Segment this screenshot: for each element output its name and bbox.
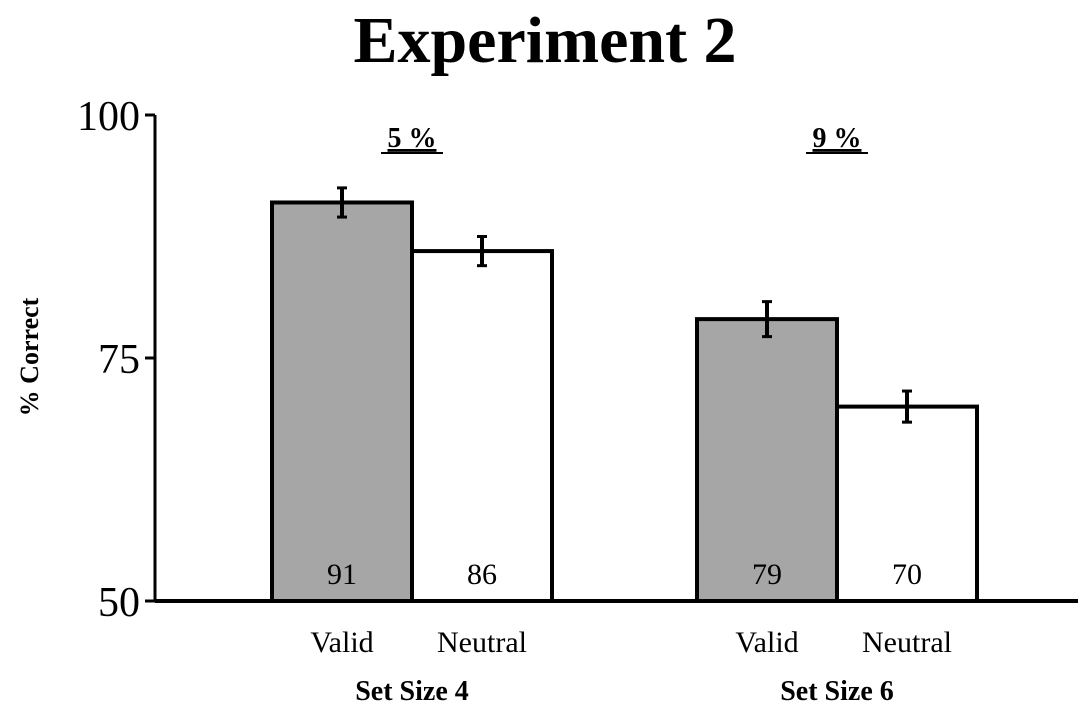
bar <box>835 404 979 603</box>
bar <box>270 200 414 603</box>
difference-label: 9 % <box>813 123 862 154</box>
bar <box>695 317 839 603</box>
labels: 50 75 100 91 Valid 86 Neutral Set Size 4 5 % 79 Va… <box>77 94 952 707</box>
chart-title: Experiment 2 <box>353 4 736 77</box>
x-category-label: Valid <box>735 626 798 659</box>
x-group-label: Set Size 6 <box>780 676 894 707</box>
data-label: 86 <box>467 558 497 591</box>
y-axis-label: % Correct <box>15 297 44 416</box>
x-category-label: Neutral <box>862 626 952 659</box>
y-tick-label: 50 <box>98 580 140 626</box>
y-tick-label: 100 <box>77 94 140 140</box>
y-tick-label: 75 <box>98 337 140 383</box>
data-label: 79 <box>752 558 782 591</box>
x-category-label: Valid <box>310 626 373 659</box>
x-group-label: Set Size 4 <box>355 676 469 707</box>
data-label: 70 <box>892 558 922 591</box>
x-category-label: Neutral <box>437 626 527 659</box>
data-label: 91 <box>327 558 357 591</box>
bar <box>410 249 554 604</box>
difference-label: 5 % <box>388 123 437 154</box>
bars <box>270 186 979 604</box>
